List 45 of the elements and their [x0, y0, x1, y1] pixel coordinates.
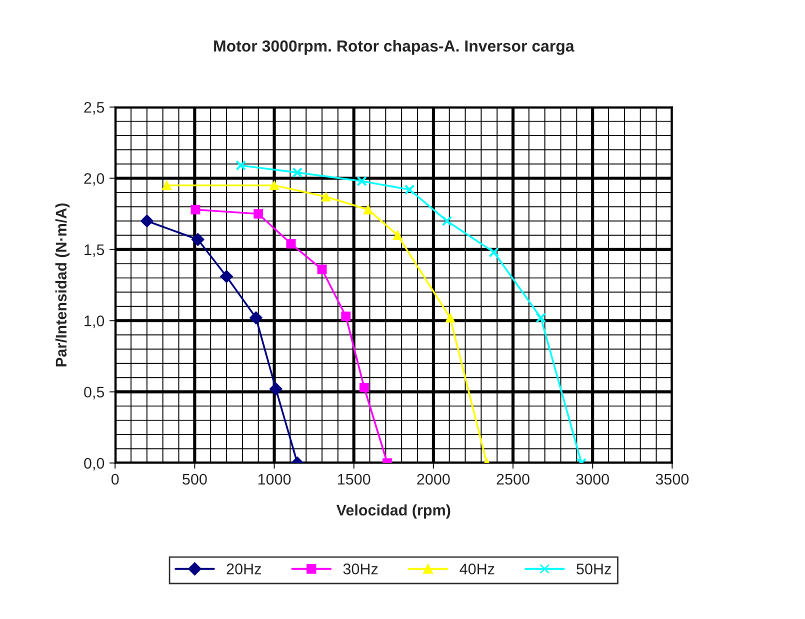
- y-tick-label: 2,5: [84, 102, 104, 115]
- x-tick-label: 1500: [338, 474, 370, 485]
- point: [356, 176, 368, 186]
- point: [442, 216, 452, 226]
- point: [270, 180, 279, 190]
- x-axis-title: Velocidad (rpm): [336, 504, 450, 519]
- point: [250, 311, 262, 324]
- x-tick-label: 3000: [576, 474, 609, 485]
- x-tick-label: 500: [182, 474, 207, 485]
- y-tick-label: 0,0: [84, 458, 104, 471]
- x-tick-label: 0: [111, 474, 119, 485]
- point: [404, 184, 415, 195]
- x-tick-label: 2500: [496, 474, 530, 485]
- point: [162, 180, 172, 190]
- y-tick-label: 2,0: [84, 173, 104, 186]
- point: [363, 204, 373, 214]
- point: [220, 270, 233, 283]
- y-tick-label: 1,5: [84, 244, 104, 257]
- y-tick-label: 1,0: [84, 316, 104, 328]
- point: [140, 214, 154, 228]
- point: [321, 192, 331, 202]
- point: [392, 230, 402, 240]
- point: [359, 382, 369, 392]
- point: [536, 312, 546, 324]
- point: [445, 313, 455, 323]
- point: [317, 264, 327, 274]
- y-tick-label: 0,5: [84, 386, 104, 400]
- point: [254, 209, 264, 219]
- point: [269, 382, 282, 396]
- point: [190, 204, 200, 214]
- point: [286, 239, 296, 248]
- point: [236, 160, 246, 171]
- point: [488, 247, 500, 258]
- y-axis-title: Par/Intensidad (N·m/A): [55, 203, 70, 366]
- x-tick-label: 2000: [417, 474, 450, 485]
- point: [341, 312, 351, 322]
- chart-title: Motor 3000rpm. Rotor chapas-A. Inversor carga: [214, 40, 574, 55]
- legend-label: 30Hz: [343, 564, 378, 574]
- point: [191, 233, 204, 246]
- point: [292, 167, 303, 178]
- legend-label: 20Hz: [226, 564, 261, 574]
- legend-label: 40Hz: [460, 564, 494, 574]
- x-tick-label: 3500: [656, 474, 689, 485]
- legend-label: 50Hz: [576, 564, 611, 574]
- x-tick-label: 1000: [258, 474, 291, 485]
